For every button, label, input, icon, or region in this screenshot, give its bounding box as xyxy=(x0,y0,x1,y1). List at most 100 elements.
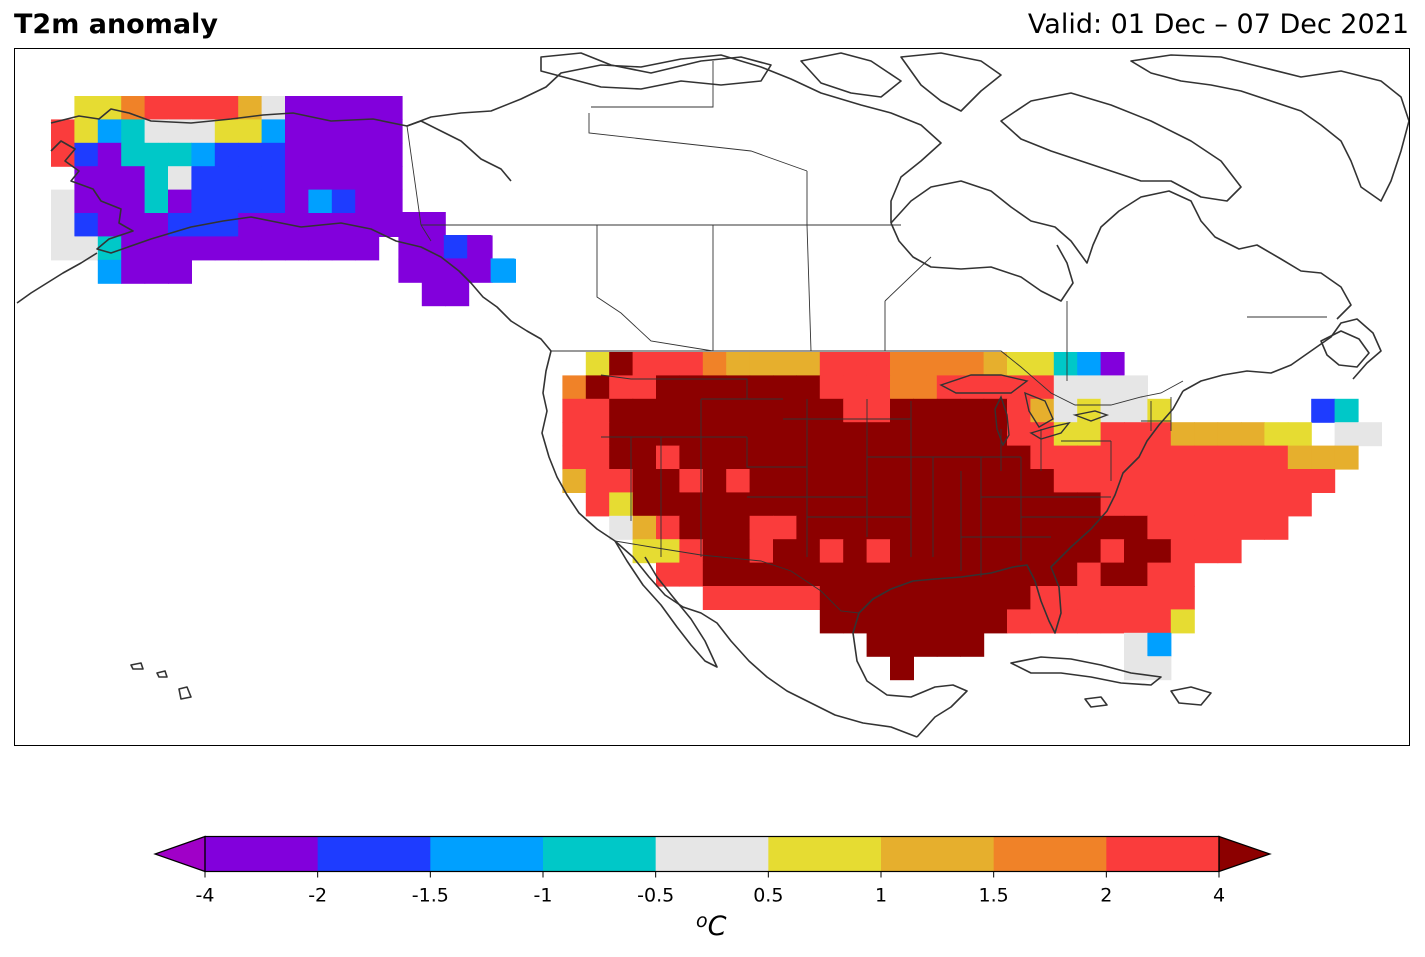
anomaly-cell xyxy=(913,609,938,634)
anomaly-cell xyxy=(1241,422,1265,447)
colorbar-tick-label: 0.5 xyxy=(753,885,783,907)
anomaly-cell xyxy=(74,189,99,214)
anomaly-cell xyxy=(1170,539,1195,564)
anomaly-cell xyxy=(331,166,356,191)
anomaly-cell xyxy=(1147,515,1172,540)
anomaly-cell xyxy=(609,492,634,517)
anomaly-cell xyxy=(1241,492,1265,517)
anomaly-cell xyxy=(983,375,1008,400)
anomaly-cell xyxy=(1194,515,1219,540)
anomaly-cell xyxy=(144,259,169,284)
anomaly-cell xyxy=(144,213,169,237)
anomaly-cell xyxy=(913,586,938,610)
anomaly-cell xyxy=(1077,352,1102,376)
anomaly-cell xyxy=(890,656,914,681)
anomaly-cell xyxy=(866,352,891,376)
anomaly-cell xyxy=(796,586,821,610)
coastlines xyxy=(16,52,1409,738)
anomaly-cell xyxy=(702,422,727,447)
anomaly-cell xyxy=(1124,586,1148,610)
anomaly-cell xyxy=(398,212,423,236)
colorbar-tick-label: 1 xyxy=(875,885,887,907)
anomaly-cell xyxy=(562,398,587,423)
anomaly-cell xyxy=(121,142,146,167)
anomaly-cell xyxy=(890,352,914,376)
anomaly-cell xyxy=(913,562,938,587)
anomaly-cell xyxy=(773,375,797,400)
anomaly-cell xyxy=(378,96,403,120)
anomaly-cell xyxy=(285,189,309,214)
anomaly-cell xyxy=(51,236,75,261)
anomaly-cell xyxy=(308,189,333,214)
colorbar-bin xyxy=(543,836,657,872)
anomaly-cell xyxy=(285,236,309,261)
anomaly-cell xyxy=(1053,609,1078,634)
anomaly-cell xyxy=(1124,632,1148,657)
anomaly-cell xyxy=(74,119,99,144)
anomaly-cell xyxy=(121,189,146,214)
anomaly-cell xyxy=(843,352,868,376)
anomaly-cell xyxy=(1170,492,1195,517)
anomaly-cell xyxy=(866,562,891,587)
anomaly-cell xyxy=(936,632,961,657)
anomaly-cell xyxy=(773,515,797,540)
anomaly-cell xyxy=(1311,445,1336,470)
anomaly-cell xyxy=(1170,445,1195,470)
anomaly-cell xyxy=(866,609,891,634)
anomaly-cell xyxy=(983,609,1008,634)
anomaly-cell xyxy=(913,375,938,400)
anomaly-cell xyxy=(191,166,216,191)
anomaly-cell xyxy=(168,236,192,261)
anomaly-cell xyxy=(74,236,99,261)
lake-michigan xyxy=(994,395,1010,447)
anomaly-cell xyxy=(796,492,821,517)
anomaly-cell xyxy=(355,189,380,214)
anomaly-cell xyxy=(960,445,985,470)
anomaly-cell xyxy=(936,352,961,376)
anomaly-cell xyxy=(1030,469,1055,493)
anomaly-cell xyxy=(1077,586,1102,610)
anomaly-cell xyxy=(1194,445,1219,470)
anomaly-cell xyxy=(467,235,492,259)
hudson-bay-south-coastline xyxy=(890,222,1074,302)
anomaly-cell xyxy=(679,422,704,447)
anomaly-cell xyxy=(890,375,914,400)
anomaly-cell xyxy=(890,469,914,493)
anomaly-cell xyxy=(355,166,380,191)
anomaly-cell xyxy=(819,586,844,610)
anomaly-cell xyxy=(843,515,868,540)
lake-ontario xyxy=(1072,410,1110,422)
anomaly-cell xyxy=(1007,515,1031,540)
anomaly-cell xyxy=(421,282,446,307)
anomaly-cell xyxy=(819,352,844,376)
anomaly-cell xyxy=(191,189,216,214)
anomaly-cell xyxy=(702,352,727,376)
anomaly-cell xyxy=(261,236,286,261)
anomaly-cell xyxy=(749,422,774,447)
anomaly-cell xyxy=(168,96,192,120)
anomaly-cell xyxy=(1007,445,1031,470)
unit-superscript: o xyxy=(696,910,708,932)
lake-huron xyxy=(1024,391,1054,428)
anomaly-cell xyxy=(1030,609,1055,634)
anomaly-cell xyxy=(1007,422,1031,447)
anomaly-cell xyxy=(1194,469,1219,493)
anomaly-cell xyxy=(890,562,914,587)
anomaly-cell xyxy=(191,142,216,167)
anomaly-cell xyxy=(238,142,263,167)
colorbar: -4 -2 -1.5 -1 -0.5 0.5 1 1.5 2 4 oC xyxy=(153,835,1272,942)
anomaly-cell xyxy=(1100,609,1125,634)
anomaly-cell xyxy=(702,445,727,470)
anomaly-cell xyxy=(214,236,239,261)
anomaly-cell xyxy=(1077,609,1102,634)
anomaly-cell xyxy=(773,492,797,517)
anomaly-cell xyxy=(773,445,797,470)
anomaly-cell xyxy=(1124,422,1148,447)
anomaly-cell xyxy=(1241,469,1265,493)
anomaly-cell xyxy=(261,166,286,191)
anomaly-cell xyxy=(936,539,961,564)
anomaly-cell xyxy=(983,445,1008,470)
canada-province-borders xyxy=(421,61,1327,381)
anomaly-cell xyxy=(1264,422,1289,447)
anomaly-cell xyxy=(261,189,286,214)
